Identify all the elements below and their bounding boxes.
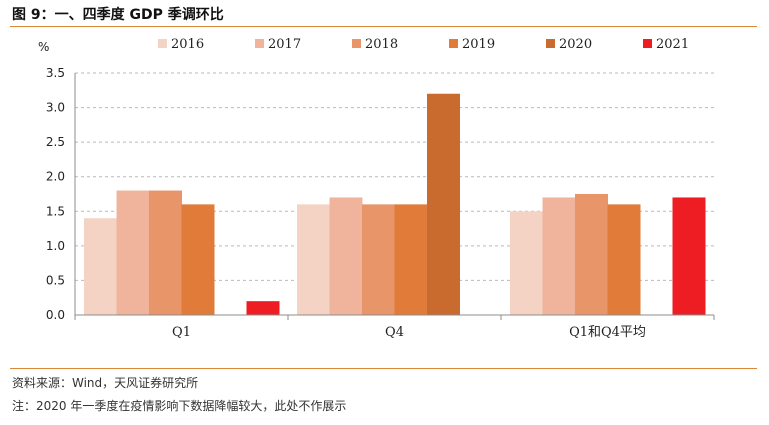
y-tick-label: 1.0 bbox=[46, 239, 65, 253]
bar-2019-Q1 bbox=[181, 204, 215, 315]
figure-title: 图 9：一、四季度 GDP 季调环比 bbox=[12, 7, 224, 23]
legend-label: 2020 bbox=[559, 37, 592, 52]
bar-2018-Q1 bbox=[149, 190, 182, 315]
bar-2021-Q1和Q4平均 bbox=[672, 197, 706, 315]
bar-2019-Q4 bbox=[394, 204, 428, 315]
bar-2017-Q1 bbox=[116, 190, 150, 315]
y-tick-label: 3.0 bbox=[46, 101, 65, 115]
bar-chart: % 0.0 0.5 1.0 1.5 2.0 2.5 3.0 3.5 Q1 Q4 Q1和Q4平均 20… bbox=[0, 27, 769, 367]
bar-2018-Q4 bbox=[362, 204, 395, 315]
legend-label: 2018 bbox=[365, 37, 398, 52]
legend-swatch bbox=[352, 39, 361, 48]
y-tick-label: 0.0 bbox=[46, 308, 65, 322]
legend-label: 2021 bbox=[656, 37, 689, 52]
y-axis: % 0.0 0.5 1.0 1.5 2.0 2.5 3.0 3.5 bbox=[38, 40, 76, 322]
y-tick-label: 2.0 bbox=[46, 170, 65, 184]
y-tick-label: 0.5 bbox=[46, 273, 65, 287]
y-tick-label: 3.5 bbox=[46, 66, 65, 80]
bottom-rule bbox=[10, 368, 757, 369]
y-tick-label: 2.5 bbox=[46, 135, 65, 149]
source-note: 资料来源：Wind，天风证券研究所 bbox=[12, 376, 199, 390]
bar-2021-Q1 bbox=[246, 301, 280, 315]
legend-swatch bbox=[643, 39, 652, 48]
legend-label: 2017 bbox=[268, 37, 301, 52]
x-category-label: Q1 bbox=[172, 325, 191, 340]
legend-label: 2016 bbox=[171, 37, 204, 52]
legend: 2016 2017 2018 2019 2020 2021 bbox=[158, 37, 689, 52]
bar-2017-Q1和Q4平均 bbox=[542, 197, 576, 315]
bar-2016-Q4 bbox=[297, 204, 330, 315]
bar-2019-Q1和Q4平均 bbox=[607, 204, 641, 315]
top-rule bbox=[10, 26, 757, 27]
legend-swatch bbox=[449, 39, 458, 48]
legend-swatch bbox=[255, 39, 264, 48]
bar-2016-Q1和Q4平均 bbox=[510, 211, 543, 315]
x-axis: Q1 Q4 Q1和Q4平均 bbox=[74, 314, 715, 340]
legend-swatch bbox=[158, 39, 167, 48]
chart-svg: % 0.0 0.5 1.0 1.5 2.0 2.5 3.0 3.5 Q1 Q4 Q1和Q4平均 20… bbox=[38, 37, 715, 340]
bars bbox=[84, 93, 706, 315]
legend-swatch bbox=[546, 39, 555, 48]
y-unit-label: % bbox=[38, 40, 49, 54]
legend-label: 2019 bbox=[462, 37, 495, 52]
bar-2016-Q1 bbox=[84, 218, 117, 315]
x-category-label: Q1和Q4平均 bbox=[569, 325, 646, 340]
x-category-label: Q4 bbox=[385, 325, 404, 340]
bar-2018-Q1和Q4平均 bbox=[575, 194, 608, 315]
bar-2020-Q4 bbox=[427, 93, 460, 315]
y-tick-label: 1.5 bbox=[46, 204, 65, 218]
bar-2017-Q4 bbox=[329, 197, 363, 315]
footnote: 注：2020 年一季度在疫情影响下数据降幅较大，此处不作展示 bbox=[12, 399, 347, 413]
